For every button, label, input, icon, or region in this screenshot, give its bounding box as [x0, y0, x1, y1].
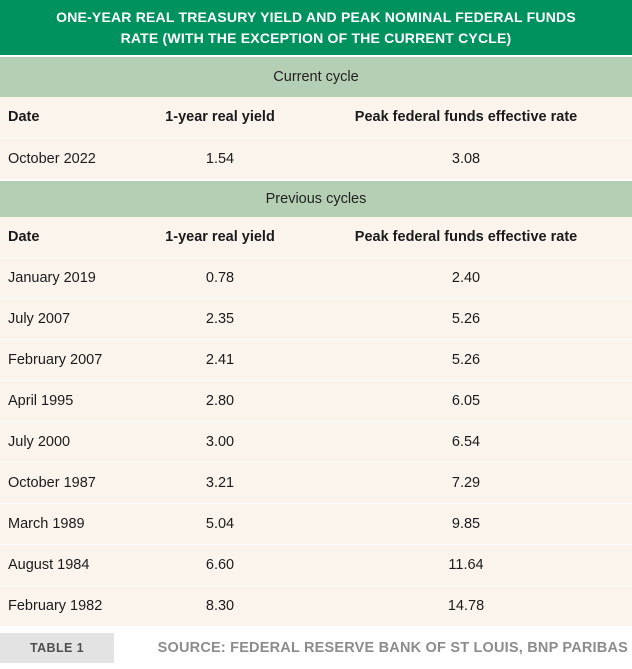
table-row: April 1995 2.80 6.05	[0, 380, 632, 421]
table-title-band: ONE-YEAR REAL TREASURY YIELD AND PEAK NO…	[0, 0, 632, 55]
column-header-peak-rate: Peak federal funds effective rate	[354, 109, 578, 125]
cell-real-yield: 8.30	[205, 598, 235, 614]
cell-real-yield: 3.21	[205, 475, 235, 491]
cell-peak-rate: 7.29	[451, 475, 481, 491]
table-row: July 2000 3.00 6.54	[0, 421, 632, 462]
cell-date: February 2007	[8, 352, 103, 368]
cell-real-yield: 3.00	[205, 434, 235, 450]
section-label-previous-cycles: Previous cycles	[265, 191, 367, 207]
current-cycle-table: Date 1-year real yield Peak federal fund…	[0, 97, 632, 179]
cell-peak-rate: 3.08	[451, 150, 481, 167]
cell-date: October 1987	[8, 475, 96, 491]
table-number-badge: TABLE 1	[0, 632, 114, 663]
table-row: February 1982 8.30 14.78	[0, 585, 632, 626]
column-header-row: Date 1-year real yield Peak federal fund…	[0, 217, 632, 257]
table-row: October 2022 1.54 3.08	[0, 137, 632, 179]
cell-date: February 1982	[8, 598, 103, 614]
cell-peak-rate: 5.26	[451, 352, 481, 368]
cell-real-yield: 2.35	[205, 311, 235, 327]
table-row: August 1984 6.60 11.64	[0, 544, 632, 585]
cell-date: March 1989	[8, 516, 85, 532]
cell-peak-rate: 11.64	[448, 557, 484, 573]
table-row: February 2007 2.41 5.26	[0, 339, 632, 380]
cell-real-yield: 6.60	[205, 557, 235, 573]
cell-peak-rate: 2.40	[451, 270, 481, 286]
column-header-date: Date	[8, 109, 40, 125]
source-credit: SOURCE: FEDERAL RESERVE BANK OF ST LOUIS…	[157, 639, 628, 656]
cell-peak-rate: 14.78	[447, 598, 485, 614]
cell-peak-rate: 5.26	[451, 311, 481, 327]
cell-peak-rate: 9.85	[451, 516, 481, 532]
cell-real-yield: 1.54	[205, 150, 235, 167]
table-row: March 1989 5.04 9.85	[0, 503, 632, 544]
cell-real-yield: 2.80	[205, 393, 235, 409]
cell-real-yield: 5.04	[205, 516, 235, 532]
cell-date: July 2007	[8, 311, 71, 327]
column-header-date: Date	[8, 229, 40, 245]
cell-real-yield: 2.41	[205, 352, 235, 368]
cell-peak-rate: 6.05	[451, 393, 481, 409]
table-title: ONE-YEAR REAL TREASURY YIELD AND PEAK NO…	[56, 8, 576, 46]
cell-real-yield: 0.78	[205, 270, 235, 286]
table-row: January 2019 0.78 2.40	[0, 257, 632, 298]
cell-date: April 1995	[8, 393, 74, 409]
column-header-real-yield: 1-year real yield	[165, 109, 275, 125]
table-footer: TABLE 1 SOURCE: FEDERAL RESERVE BANK OF …	[0, 626, 632, 669]
column-header-real-yield: 1-year real yield	[165, 229, 275, 245]
section-label-current-cycle: Current cycle	[273, 69, 359, 85]
section-header-previous-cycles: Previous cycles	[0, 179, 632, 217]
section-header-current-cycle: Current cycle	[0, 55, 632, 97]
column-header-row: Date 1-year real yield Peak federal fund…	[0, 97, 632, 137]
table-row: July 2007 2.35 5.26	[0, 298, 632, 339]
column-header-peak-rate: Peak federal funds effective rate	[354, 229, 578, 245]
cell-date: October 2022	[8, 150, 96, 167]
cell-peak-rate: 6.54	[451, 434, 481, 450]
previous-cycles-table: Date 1-year real yield Peak federal fund…	[0, 217, 632, 626]
table-row: October 1987 3.21 7.29	[0, 462, 632, 503]
cell-date: July 2000	[8, 434, 71, 450]
cell-date: August 1984	[8, 557, 90, 573]
cell-date: January 2019	[8, 270, 96, 286]
